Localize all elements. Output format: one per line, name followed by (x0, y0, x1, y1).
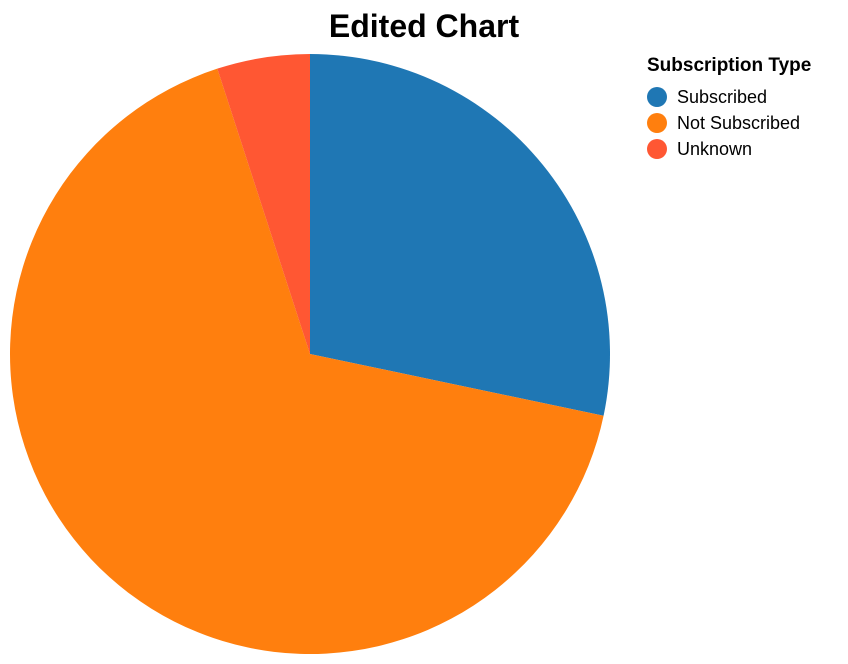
legend-swatch (647, 87, 667, 107)
legend-item-unknown: Unknown (647, 136, 811, 162)
legend-label: Unknown (677, 138, 753, 159)
pie-slice-subscribed (310, 54, 610, 416)
pie-slice-unknown (217, 54, 310, 354)
pie-slice-not-subscribed (9, 68, 604, 654)
pie-slices (9, 54, 610, 654)
legend-item-not-subscribed: Not Subscribed (647, 110, 811, 136)
legend-label: Not Subscribed (677, 112, 801, 133)
legend: Subscription Type Subscribed Not Subscrib… (647, 54, 811, 162)
legend-title: Subscription Type (647, 55, 812, 76)
legend-label: Subscribed (677, 86, 768, 107)
legend-items: Subscribed Not Subscribed Unknown (647, 84, 811, 162)
chart-title: Edited Chart (328, 8, 520, 44)
legend-item-subscribed: Subscribed (647, 84, 811, 110)
legend-swatch (647, 139, 667, 159)
legend-swatch (647, 113, 667, 133)
